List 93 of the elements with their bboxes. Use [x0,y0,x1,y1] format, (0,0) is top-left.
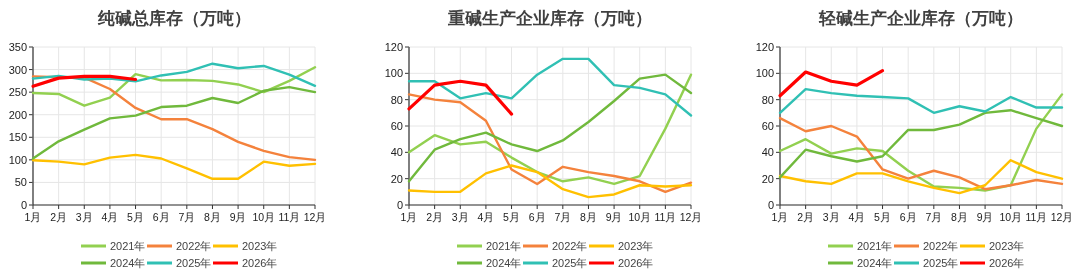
legend-label: 2023年 [618,240,654,252]
x-tick-label: 12月 [679,211,703,223]
legend-label: 2023年 [989,240,1025,252]
legend-label: 2026年 [989,257,1025,269]
x-tick-label: 7月 [925,211,943,223]
y-tick-label: 20 [761,172,774,185]
line-series [31,66,317,107]
x-tick-label: 12月 [1050,211,1074,223]
legend-label: 2022年 [923,240,959,252]
legend-label: 2022年 [176,240,212,252]
x-tick-label: 2月 [797,211,815,223]
legend-label: 2025年 [923,257,959,269]
y-tick-label: 250 [8,86,27,99]
legend-label: 2021年 [857,240,893,252]
y-tick-label: 40 [390,146,403,159]
y-tick-label: 60 [390,120,403,132]
x-tick-label: 12月 [303,211,327,223]
x-tick-label: 9月 [976,211,994,223]
line-series [778,109,1064,179]
x-tick-label: 3月 [75,211,93,223]
y-tick-label: 100 [8,153,27,166]
line-series [778,69,885,98]
line-series [778,93,1064,192]
y-tick-label: 0 [396,199,403,211]
x-tick-label: 8月 [951,211,968,223]
x-tick-label: 1月 [771,211,789,223]
legend-label: 2021年 [486,240,522,252]
x-tick-label: 11月 [1025,211,1048,223]
line-series [407,164,693,199]
y-tick-label: 120 [755,41,774,53]
chart-title: 纯碱总库存（万吨） [96,9,251,28]
legend-label: 2024年 [857,257,893,269]
legend-label: 2025年 [552,257,588,269]
line-series [31,74,138,88]
x-tick-label: 10月 [628,211,652,223]
chart-title: 重碱生产企业库存（万吨） [447,9,652,28]
y-tick-label: 100 [384,67,403,80]
legend-label: 2026年 [618,257,654,269]
y-tick-label: 120 [384,41,403,53]
legend-label: 2022年 [552,240,588,252]
x-tick-label: 6月 [528,211,546,223]
x-tick-label: 6月 [899,211,917,223]
line-series [407,57,693,117]
line-series [31,153,317,181]
line-series [31,62,317,88]
x-tick-label: 1月 [400,211,418,223]
x-tick-label: 4月 [848,211,866,223]
x-tick-label: 9月 [605,211,623,223]
y-tick-label: 50 [14,176,27,189]
y-tick-label: 20 [390,172,403,185]
y-tick-label: 80 [761,93,774,106]
y-tick-label: 40 [761,146,774,159]
legend-label: 2021年 [110,240,146,252]
legend-label: 2026年 [242,257,278,269]
x-tick-label: 2月 [426,211,444,223]
x-tick-label: 11月 [278,211,301,223]
x-tick-label: 10月 [252,211,276,223]
x-tick-label: 2月 [50,211,68,223]
x-tick-label: 7月 [178,211,196,223]
y-tick-label: 100 [755,67,774,80]
legend-label: 2024年 [110,257,146,269]
line-series [778,87,1064,115]
y-tick-label: 80 [390,93,403,106]
x-tick-label: 7月 [554,211,572,223]
legend-label: 2025年 [176,257,212,269]
y-tick-label: 60 [761,120,774,132]
y-tick-label: 200 [8,108,27,121]
y-tick-label: 0 [767,199,774,211]
x-tick-label: 8月 [580,211,597,223]
legend-label: 2023年 [242,240,278,252]
y-tick-label: 300 [8,63,27,76]
x-tick-label: 5月 [127,211,144,223]
y-tick-label: 350 [8,41,27,53]
legend-label: 2024年 [486,257,522,269]
x-tick-label: 5月 [874,211,891,223]
chart-title: 轻碱生产企业库存（万吨） [818,9,1023,28]
line-series [407,79,514,116]
x-tick-label: 3月 [822,211,840,223]
x-tick-label: 6月 [152,211,170,223]
y-tick-label: 0 [20,199,27,211]
x-tick-label: 5月 [503,211,520,223]
line-series [778,159,1064,195]
x-tick-label: 3月 [451,211,469,223]
line-series [778,116,1064,191]
x-tick-label: 10月 [999,211,1023,223]
y-tick-label: 150 [8,131,27,144]
x-tick-label: 4月 [477,211,495,223]
x-tick-label: 8月 [204,211,221,223]
line-series [407,93,693,194]
x-tick-label: 4月 [101,211,119,223]
x-tick-label: 9月 [229,211,247,223]
x-tick-label: 11月 [654,211,677,223]
x-tick-label: 1月 [24,211,42,223]
